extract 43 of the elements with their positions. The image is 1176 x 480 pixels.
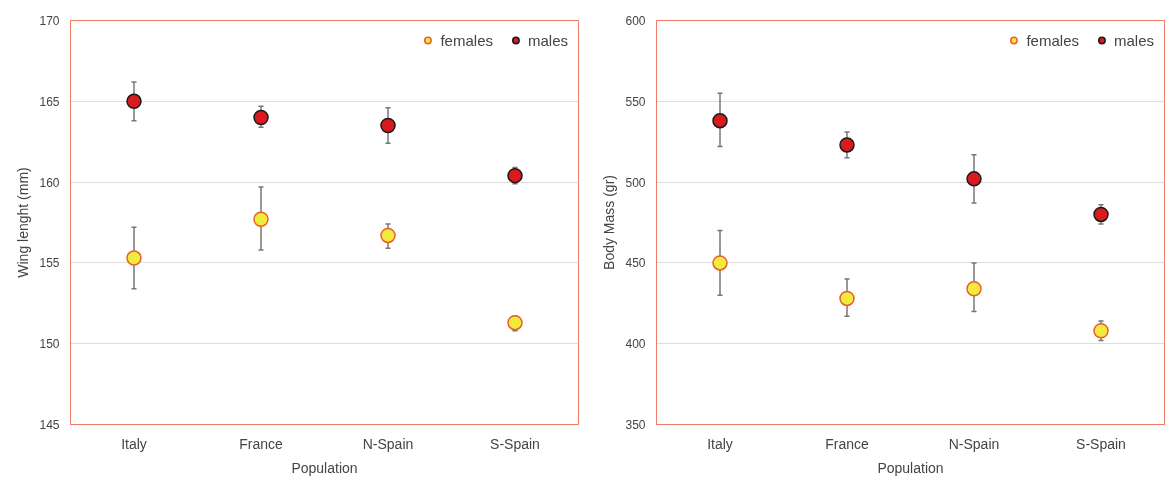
point	[126, 93, 142, 110]
point	[507, 167, 523, 184]
point	[126, 250, 142, 266]
x-tick-label: France	[825, 435, 869, 452]
x-tick-label: Italy	[121, 435, 147, 452]
point	[253, 211, 269, 227]
point	[380, 227, 396, 244]
y-tick-label: 350	[625, 418, 646, 432]
point	[712, 255, 728, 271]
x-tick-label: S-Spain	[490, 435, 540, 452]
y-tick-label: 160	[39, 175, 60, 190]
point	[966, 281, 982, 297]
point	[1093, 206, 1109, 223]
x-tick-label: N-Spain	[948, 435, 1000, 452]
y-tick-label: 165	[39, 94, 60, 109]
y-tick-label: 170	[39, 14, 60, 28]
y-axis-title: Wing lenght (mm)	[15, 167, 32, 278]
legend-label: males	[1113, 31, 1154, 49]
legend-label: males	[527, 31, 568, 49]
y-tick-label: 550	[625, 94, 646, 109]
point	[253, 109, 269, 126]
y-tick-label: 600	[625, 14, 646, 28]
y-axis-title: Body Mass (gr)	[601, 175, 618, 270]
y-tick-label: 145	[39, 418, 60, 432]
point	[380, 117, 396, 134]
x-tick-label: Italy	[707, 435, 733, 452]
y-tick-label: 500	[625, 175, 646, 190]
x-tick-label: S-Spain	[1076, 435, 1126, 452]
legend-label: females	[1026, 31, 1079, 49]
x-axis-title: Population	[291, 459, 358, 476]
y-tick-label: 400	[625, 337, 646, 352]
legend-label: females	[440, 31, 493, 49]
y-tick-label: 150	[39, 337, 60, 352]
point	[966, 171, 982, 187]
point	[712, 112, 728, 129]
x-tick-label: France	[239, 435, 283, 452]
point	[1093, 323, 1109, 339]
x-tick-label: N-Spain	[362, 435, 414, 452]
point	[839, 137, 855, 153]
point	[839, 290, 855, 307]
y-tick-label: 450	[625, 256, 646, 271]
x-axis-title: Population	[877, 459, 944, 476]
y-tick-label: 155	[39, 256, 60, 271]
